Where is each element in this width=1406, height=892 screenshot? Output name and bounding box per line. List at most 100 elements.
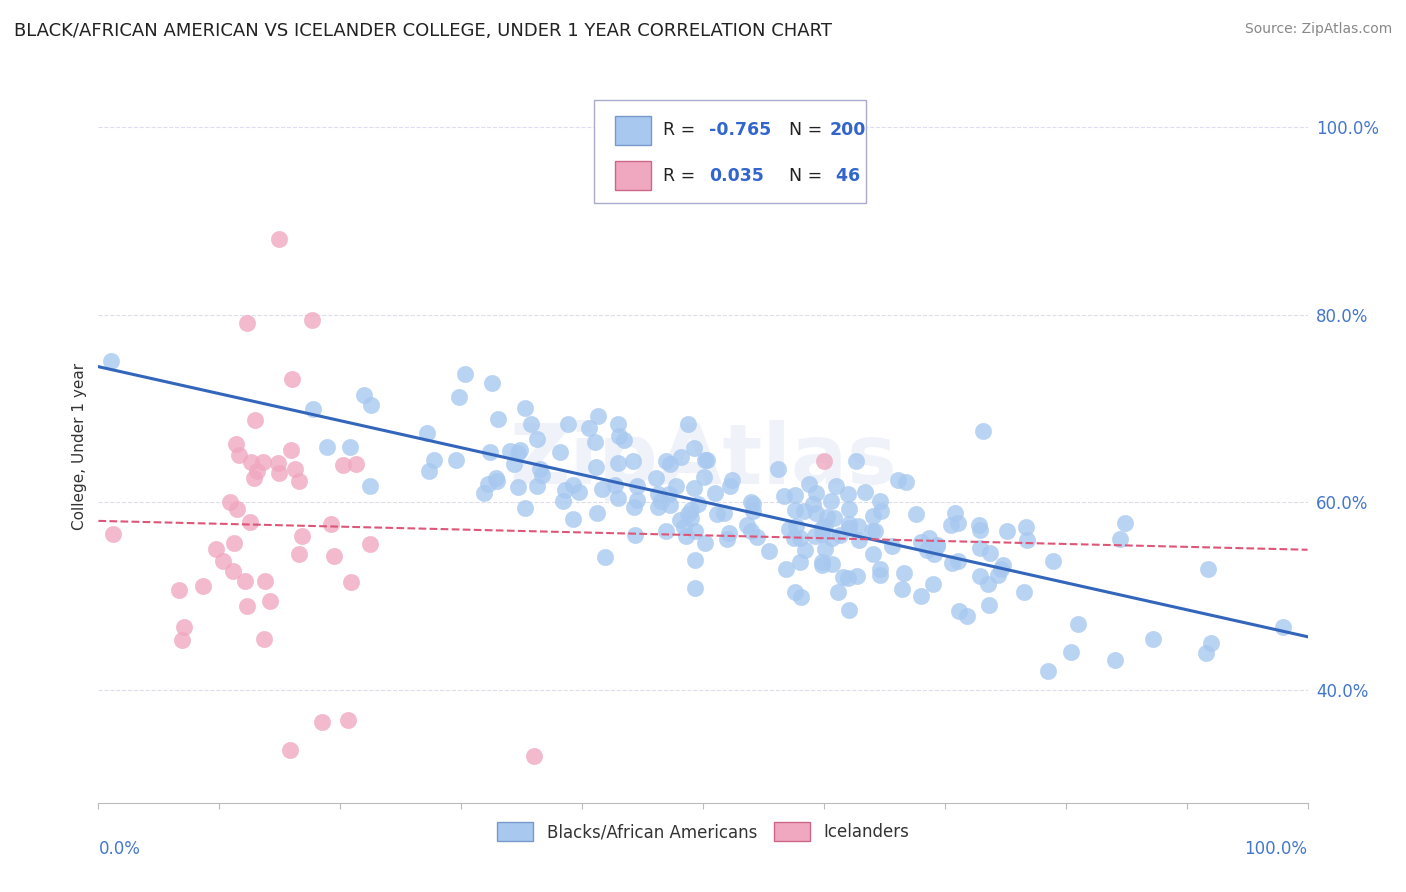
- Point: [785, 519, 807, 533]
- Point: [359, 479, 381, 493]
- Point: [243, 471, 266, 485]
- Point: [704, 486, 727, 500]
- Point: [167, 582, 190, 597]
- Point: [783, 585, 806, 599]
- Point: [838, 521, 860, 535]
- Point: [837, 572, 859, 586]
- Point: [782, 531, 804, 545]
- Point: [995, 524, 1018, 538]
- Point: [172, 632, 194, 647]
- Point: [447, 390, 470, 404]
- Point: [821, 558, 844, 572]
- Point: [789, 555, 811, 569]
- Point: [1272, 620, 1295, 634]
- Point: [735, 517, 758, 532]
- Point: [253, 632, 276, 646]
- Point: [103, 527, 125, 541]
- Point: [302, 401, 325, 416]
- Point: [706, 507, 728, 521]
- Point: [583, 435, 606, 450]
- Point: [941, 556, 963, 570]
- Point: [676, 508, 699, 522]
- Text: ZipAtlas: ZipAtlas: [509, 420, 897, 500]
- Point: [100, 354, 122, 368]
- Text: 200: 200: [830, 121, 866, 139]
- Point: [820, 494, 842, 508]
- Point: [772, 490, 794, 504]
- Point: [173, 620, 195, 634]
- Point: [626, 479, 648, 493]
- Point: [481, 376, 503, 390]
- Point: [967, 518, 990, 533]
- Point: [311, 715, 333, 730]
- Point: [979, 598, 1001, 612]
- Point: [910, 590, 932, 604]
- FancyBboxPatch shape: [614, 161, 651, 190]
- Point: [226, 501, 249, 516]
- Point: [1108, 532, 1130, 546]
- Point: [785, 488, 807, 502]
- Point: [869, 562, 891, 576]
- Point: [647, 500, 669, 514]
- Point: [683, 524, 706, 539]
- Point: [789, 531, 811, 545]
- Point: [679, 502, 702, 516]
- Point: [837, 487, 859, 501]
- Point: [943, 506, 966, 520]
- Point: [506, 480, 529, 494]
- Point: [817, 509, 839, 524]
- Point: [477, 477, 499, 491]
- Point: [683, 553, 706, 567]
- Point: [551, 493, 574, 508]
- Point: [659, 457, 682, 471]
- Point: [252, 455, 274, 469]
- Point: [353, 388, 375, 402]
- Point: [344, 458, 367, 472]
- Point: [870, 504, 893, 518]
- Point: [603, 477, 626, 491]
- Point: [918, 531, 941, 545]
- Y-axis label: College, Under 1 year: College, Under 1 year: [72, 362, 87, 530]
- Point: [672, 519, 695, 533]
- Point: [239, 455, 262, 469]
- Point: [797, 477, 820, 491]
- Point: [804, 486, 827, 500]
- Point: [862, 547, 884, 561]
- Point: [655, 454, 678, 468]
- Point: [520, 417, 543, 431]
- Point: [740, 524, 762, 538]
- Point: [479, 445, 502, 459]
- Point: [321, 517, 343, 532]
- Point: [1199, 635, 1222, 649]
- Point: [586, 409, 609, 423]
- Point: [793, 504, 815, 518]
- Point: [526, 478, 548, 492]
- Point: [243, 413, 266, 427]
- Point: [623, 528, 645, 542]
- Point: [554, 483, 576, 498]
- Point: [681, 511, 703, 525]
- Point: [810, 527, 832, 541]
- Point: [821, 531, 844, 545]
- Point: [758, 544, 780, 558]
- Point: [315, 440, 337, 454]
- Point: [927, 538, 949, 552]
- Point: [956, 608, 979, 623]
- Point: [693, 452, 716, 467]
- Point: [804, 529, 827, 543]
- Point: [801, 497, 824, 511]
- Point: [332, 458, 354, 472]
- Point: [1060, 645, 1083, 659]
- Point: [472, 486, 495, 500]
- Point: [222, 565, 245, 579]
- Point: [838, 502, 860, 516]
- Point: [562, 512, 585, 526]
- Point: [340, 575, 363, 590]
- Point: [526, 432, 548, 446]
- Point: [236, 316, 259, 330]
- Point: [790, 590, 813, 604]
- Point: [972, 425, 994, 439]
- Point: [654, 524, 676, 539]
- Point: [453, 367, 475, 381]
- Point: [513, 501, 536, 516]
